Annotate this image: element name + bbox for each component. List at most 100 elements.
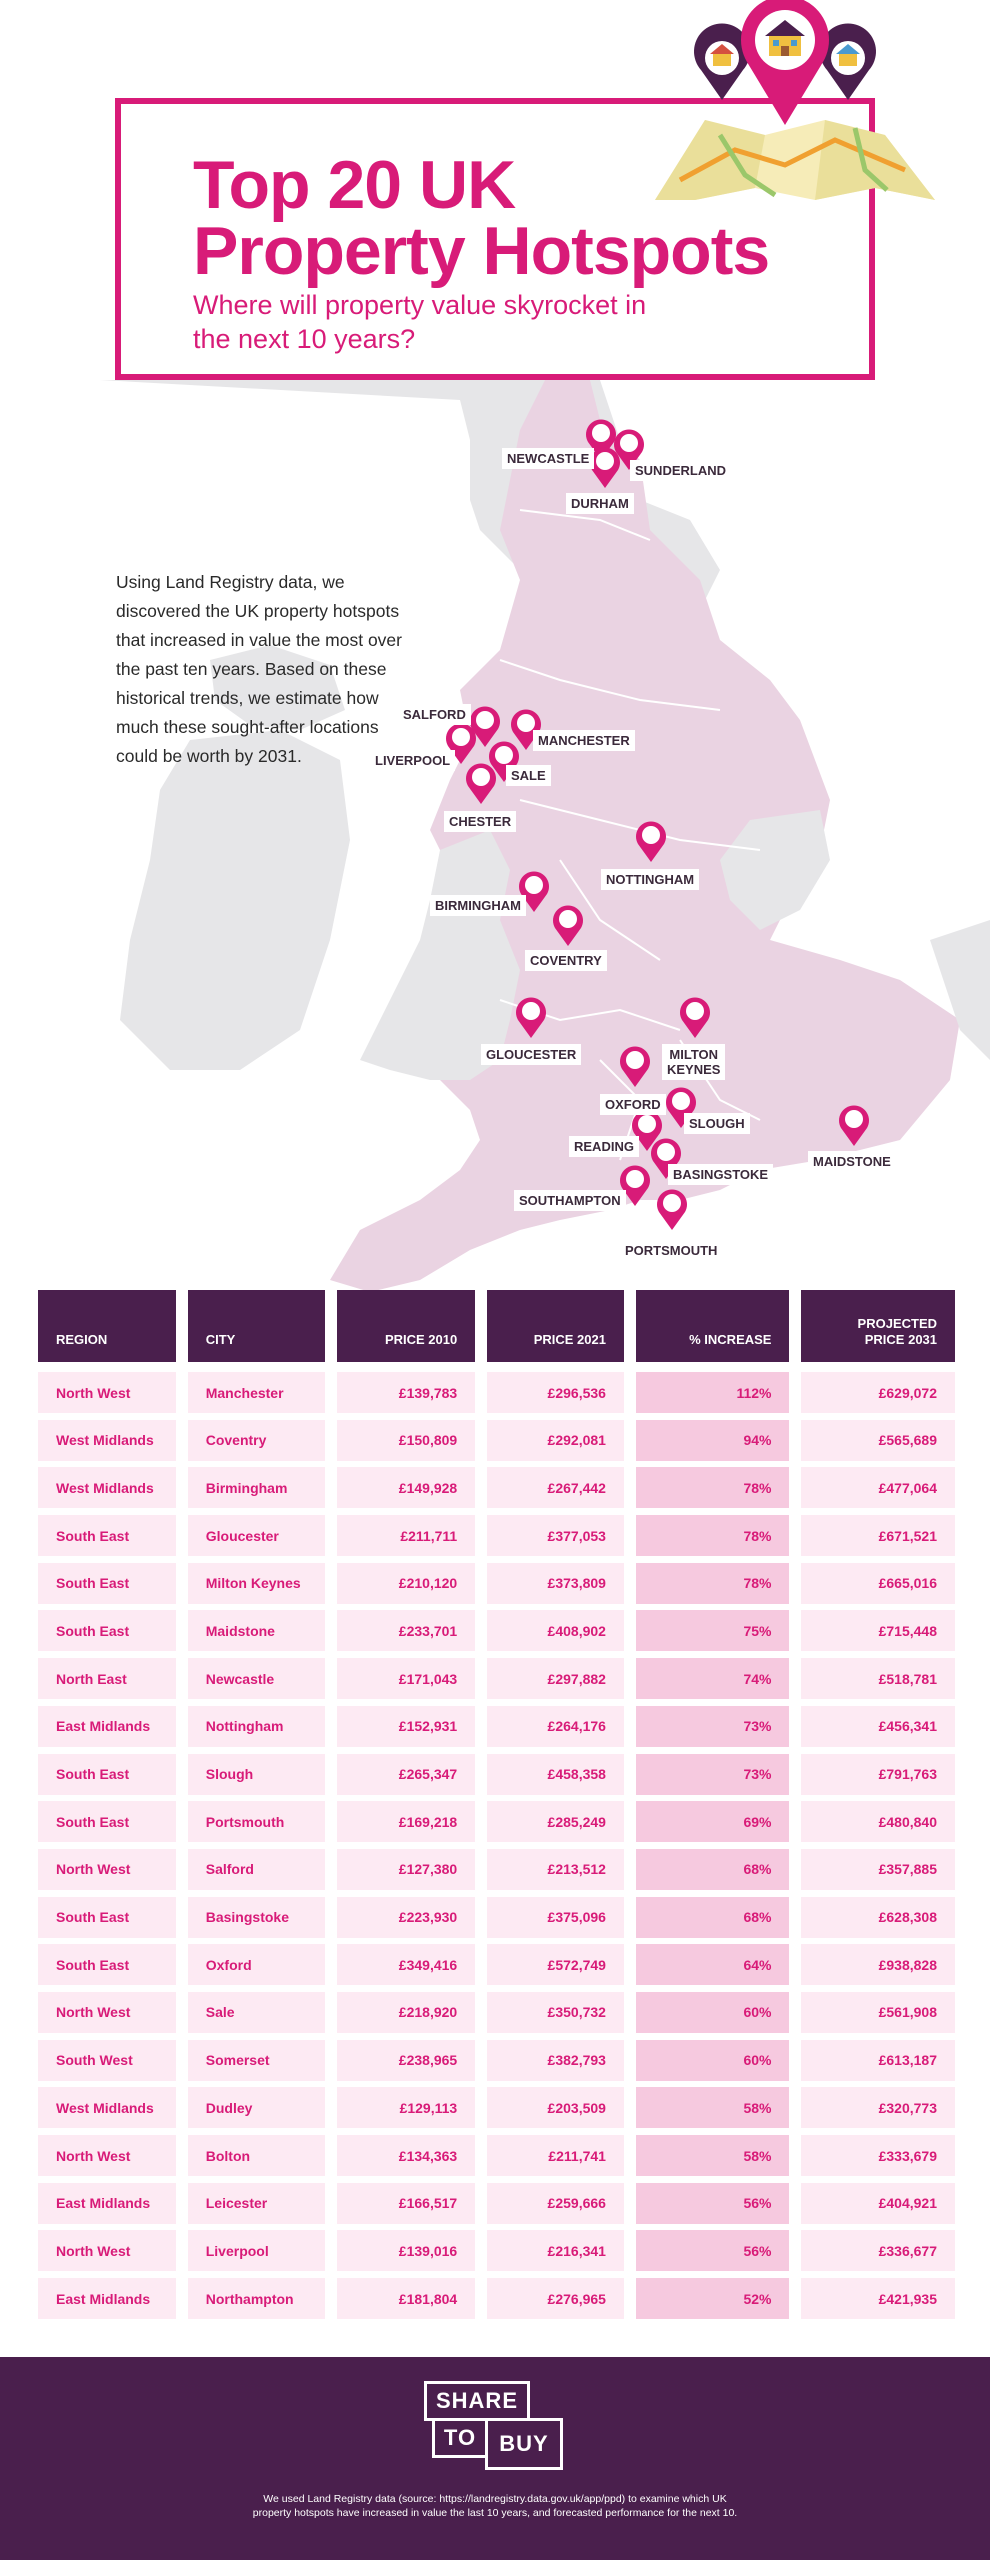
cell-projected-2031: £938,828 <box>801 1944 956 1986</box>
column-header-region: REGION <box>38 1290 176 1362</box>
map-region-northern-ireland <box>210 645 345 730</box>
cell-price-2010: £150,809 <box>337 1419 476 1461</box>
table-row: West Midlands Birmingham £149,928 £267,442 7… <box>38 1467 956 1509</box>
pin-icon-salford <box>470 706 500 747</box>
cell-region: West Midlands <box>38 1419 176 1461</box>
cell-price-2010: £129,113 <box>337 2087 476 2129</box>
pin-icon-durham <box>590 447 620 488</box>
pin-icon-liverpool <box>446 723 476 764</box>
logo-box-to: TO <box>432 2418 488 2458</box>
cell-increase: 68% <box>635 1848 790 1890</box>
cell-city: Nottingham <box>187 1705 326 1747</box>
cell-projected-2031: £421,935 <box>801 2278 956 2320</box>
hotspots-table: REGION CITY PRICE 2010 PRICE 2021 % INCR… <box>38 1290 956 2320</box>
table-row: North West Bolton £134,363 £211,741 58% £333,… <box>38 2135 956 2176</box>
cell-region: East Midlands <box>38 2182 176 2224</box>
cell-price-2010: £233,701 <box>337 1610 476 1652</box>
pin-icon-portsmouth <box>657 1189 687 1230</box>
pin-icon-coventry <box>553 905 583 946</box>
cell-city: Northampton <box>187 2278 326 2320</box>
table-row: North West Salford £127,380 £213,512 68% £357… <box>38 1848 956 1890</box>
table-header-row: REGION CITY PRICE 2010 PRICE 2021 % INCR… <box>38 1290 956 1362</box>
cell-region: North West <box>38 1372 176 1413</box>
map-label-liverpool: LIVERPOOL <box>370 750 456 771</box>
cell-city: Portsmouth <box>187 1801 326 1843</box>
map-label-sale: SALE <box>506 765 551 786</box>
cell-region: South East <box>38 1562 176 1604</box>
cell-projected-2031: £629,072 <box>801 1372 956 1413</box>
cell-increase: 52% <box>635 2278 790 2320</box>
cell-price-2010: £149,928 <box>337 1467 476 1509</box>
column-header-city: CITY <box>187 1290 326 1362</box>
cell-increase: 58% <box>635 2135 790 2176</box>
table-row: East Midlands Leicester £166,517 £259,666 56… <box>38 2182 956 2224</box>
share-to-buy-logo[interactable]: SHARE TO BUY <box>424 2381 570 2473</box>
cell-increase: 73% <box>635 1753 790 1795</box>
cell-region: North East <box>38 1658 176 1700</box>
pin-icon-basingstoke <box>651 1138 681 1179</box>
cell-city: Somerset <box>187 2039 326 2081</box>
table-row: East Midlands Nottingham £152,931 £264,176 7… <box>38 1705 956 1747</box>
pin-icon-newcastle <box>586 419 616 460</box>
cell-projected-2031: £456,341 <box>801 1705 956 1747</box>
cell-increase: 64% <box>635 1944 790 1986</box>
cell-price-2010: £139,783 <box>337 1372 476 1413</box>
cell-city: Maidstone <box>187 1610 326 1652</box>
cell-price-2010: £349,416 <box>337 1944 476 1986</box>
cell-city: Leicester <box>187 2182 326 2224</box>
map-label-oxford: OXFORD <box>600 1094 666 1115</box>
pin-icon-sunderland <box>614 429 644 470</box>
cell-price-2021: £264,176 <box>487 1705 624 1747</box>
logo-box-buy: BUY <box>485 2418 563 2470</box>
cell-price-2021: £375,096 <box>487 1896 624 1938</box>
cell-city: Manchester <box>187 1372 326 1413</box>
pin-icon-nottingham <box>636 821 666 862</box>
cell-region: North West <box>38 2230 176 2272</box>
cell-city: Bolton <box>187 2135 326 2176</box>
cell-region: South East <box>38 1753 176 1795</box>
cell-city: Basingstoke <box>187 1896 326 1938</box>
column-header-increase: % INCREASE <box>635 1290 790 1362</box>
map-label-salford: SALFORD <box>398 704 471 725</box>
cell-projected-2031: £565,689 <box>801 1419 956 1461</box>
cell-price-2010: £211,711 <box>337 1515 476 1557</box>
cell-increase: 58% <box>635 2087 790 2129</box>
cell-region: North West <box>38 2135 176 2176</box>
footer: SHARE TO BUY We used Land Registry data … <box>0 2357 990 2560</box>
cell-price-2021: £296,536 <box>487 1372 624 1413</box>
cell-region: East Midlands <box>38 1705 176 1747</box>
cell-region: North West <box>38 1991 176 2033</box>
cell-price-2010: £265,347 <box>337 1753 476 1795</box>
cell-price-2010: £127,380 <box>337 1848 476 1890</box>
pin-icon-milton-keynes <box>680 997 710 1038</box>
column-header-price-2010: PRICE 2010 <box>337 1290 476 1362</box>
cell-price-2010: £218,920 <box>337 1991 476 2033</box>
cell-region: South East <box>38 1944 176 1986</box>
cell-region: West Midlands <box>38 1467 176 1509</box>
table-row: South East Slough £265,347 £458,358 73% £791,… <box>38 1753 956 1795</box>
cell-city: Dudley <box>187 2087 326 2129</box>
cell-projected-2031: £320,773 <box>801 2087 956 2129</box>
cell-increase: 69% <box>635 1801 790 1843</box>
map-region-wales <box>360 830 520 1080</box>
cell-region: South East <box>38 1801 176 1843</box>
table-row: North West Sale £218,920 £350,732 60% £561,90… <box>38 1991 956 2033</box>
cell-region: South East <box>38 1610 176 1652</box>
cell-region: South East <box>38 1896 176 1938</box>
cell-price-2021: £297,882 <box>487 1658 624 1700</box>
pin-icon-birmingham <box>519 871 549 912</box>
cell-increase: 74% <box>635 1658 790 1700</box>
pin-icon-gloucester <box>516 997 546 1038</box>
logo-box-share: SHARE <box>424 2381 530 2421</box>
pin-icon-sale <box>489 741 519 782</box>
cell-projected-2031: £613,187 <box>801 2039 956 2081</box>
cell-increase: 60% <box>635 1991 790 2033</box>
map-label-nottingham: NOTTINGHAM <box>601 869 700 890</box>
table-row: South East Milton Keynes £210,120 £373,809 7… <box>38 1562 956 1604</box>
pin-icon-oxford <box>620 1046 650 1087</box>
map-label-reading: READING <box>569 1136 639 1157</box>
column-header-price-2021: PRICE 2021 <box>487 1290 624 1362</box>
table-row: West Midlands Dudley £129,113 £203,509 58% £3… <box>38 2087 956 2129</box>
cell-increase: 78% <box>635 1515 790 1557</box>
map-label-birmingham: BIRMINGHAM <box>430 895 526 916</box>
